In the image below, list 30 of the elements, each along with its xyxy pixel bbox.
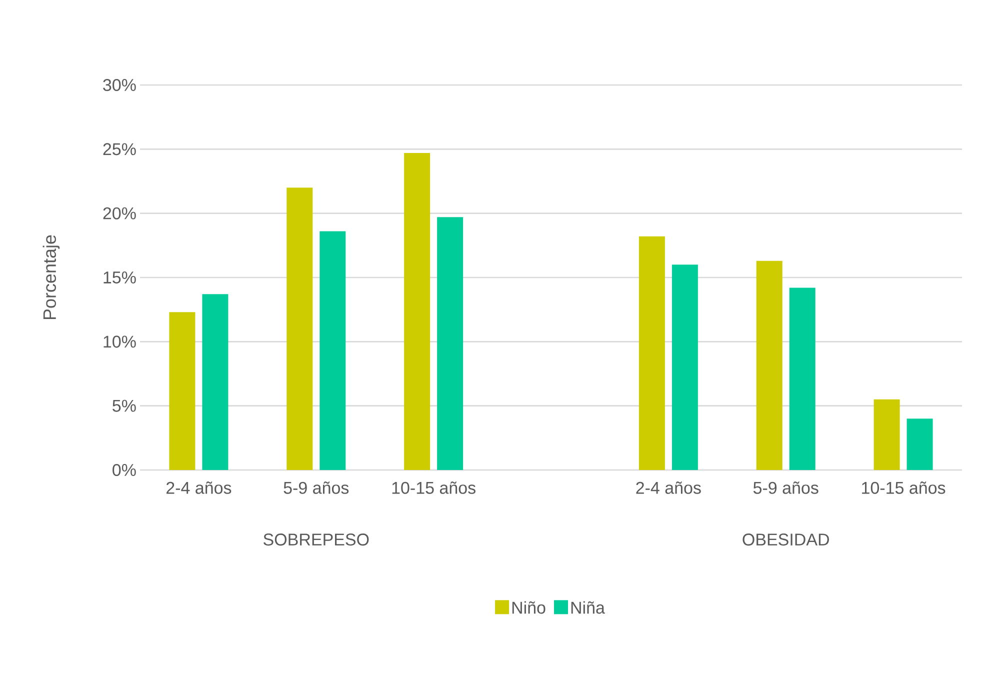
text: SOBREPESO	[264, 534, 369, 546]
bar	[638, 236, 665, 470]
bar	[672, 264, 698, 470]
bar	[169, 312, 196, 470]
x-tick-label: 5-9 años	[753, 482, 818, 494]
bar	[404, 153, 430, 470]
bar	[286, 188, 313, 470]
y-tick-label: 20%	[103, 207, 136, 220]
y-tick-label: 10%	[104, 336, 136, 348]
y-tick-label: 25%	[103, 143, 136, 156]
legend-label: Niño	[512, 601, 546, 614]
bar	[437, 217, 464, 470]
y-tick-label: 5%	[112, 400, 136, 412]
bar	[874, 399, 900, 470]
x-tick-label: 10-15 años	[862, 482, 946, 494]
bar	[756, 260, 782, 470]
y-tick-label: 30%	[103, 78, 136, 92]
bar	[320, 231, 346, 470]
bar	[906, 418, 933, 470]
text: OBESIDAD	[742, 534, 829, 546]
y-axis-title: Porcentaje	[42, 235, 60, 320]
x-tick-label: 10-15 años	[392, 482, 476, 494]
x-tick-label: 2-4 años	[636, 482, 701, 494]
y-tick-label: 15%	[104, 272, 136, 284]
x-tick-label: 2-4 años	[166, 482, 232, 494]
y-tick-label: 0%	[112, 464, 136, 476]
bar	[202, 294, 228, 470]
x-tick-label: 5-9 años	[284, 482, 349, 494]
bar	[789, 288, 816, 470]
legend-label: Niña	[571, 601, 605, 614]
